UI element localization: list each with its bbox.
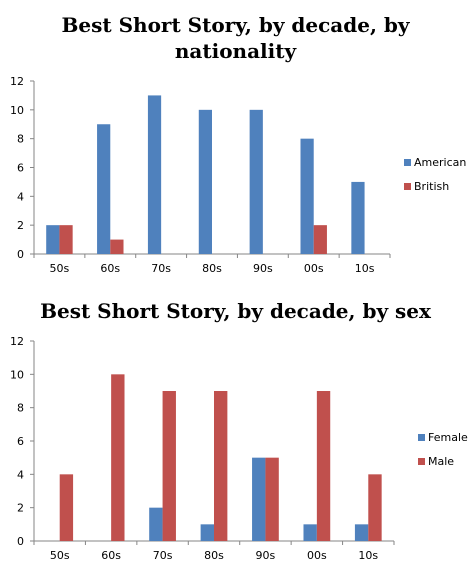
bar-male [111, 374, 125, 541]
x-tick-label: 80s [202, 262, 222, 275]
y-tick-label: 2 [17, 502, 24, 515]
legend-swatch [418, 434, 425, 441]
y-tick-label: 10 [10, 104, 24, 117]
y-tick-label: 12 [10, 75, 24, 88]
bar-male [162, 391, 176, 541]
legend-swatch [418, 458, 425, 465]
y-tick-label: 6 [17, 435, 24, 448]
x-tick-label: 10s [358, 549, 378, 562]
x-tick-label: 80s [204, 549, 224, 562]
x-tick-label: 70s [151, 262, 171, 275]
bar-female [252, 457, 266, 541]
bar-male [214, 391, 228, 541]
legend-label: Male [428, 455, 454, 468]
bar-male [59, 474, 74, 541]
y-tick-label: 10 [10, 368, 24, 381]
bar-british [110, 239, 124, 254]
legend-label: American [414, 156, 466, 169]
y-tick-label: 4 [17, 468, 24, 481]
sex-chart: Best Short Story, by decade, by sex 0 2 4 6… [0, 288, 471, 572]
bar-female [303, 524, 317, 541]
legend-label: Female [428, 431, 468, 444]
x-tick-label: 00s [307, 549, 327, 562]
x-tick-label: 90s [253, 262, 273, 275]
y-tick-label: 6 [17, 162, 24, 175]
nationality-chart: Best Short Story, by decade, by national… [10, 13, 466, 275]
bar-british [59, 225, 73, 254]
y-tick-label: 2 [17, 219, 24, 232]
y-tick-label: 4 [17, 190, 24, 203]
chart-title: Best Short Story, by decade, by national… [61, 13, 410, 63]
bar-american [147, 95, 162, 255]
bar-american [300, 138, 314, 254]
x-tick-label: 00s [304, 262, 324, 275]
bar-female [149, 507, 163, 541]
bar-american [46, 225, 60, 254]
x-tick-label: 10s [355, 262, 375, 275]
bar-male [316, 391, 331, 541]
legend-swatch [404, 183, 411, 190]
sex-bar-chart: 0 2 4 6 8 10 12 50s 60s 70s 80s 90s 00s 10s Female Male [10, 335, 468, 562]
legend-label: British [414, 180, 449, 193]
nationality-bar-chart: 0 2 4 6 8 10 12 50s 60s 70s 80s 90s 00s 10s American Br… [10, 75, 466, 275]
bar-male [265, 457, 279, 541]
bar-male [368, 474, 382, 541]
y-tick-label: 0 [17, 535, 24, 548]
bar-female [200, 524, 214, 541]
bar-american [198, 109, 212, 254]
y-tick-label: 12 [10, 335, 24, 348]
y-tick-label: 8 [17, 402, 24, 415]
y-tick-label: 0 [17, 248, 24, 261]
chart-title: Best Short Story, by decade, by sex [40, 299, 431, 323]
x-tick-label: 50s [50, 262, 70, 275]
y-tick-label: 8 [17, 133, 24, 146]
x-tick-label: 60s [101, 549, 121, 562]
bar-female [354, 524, 369, 541]
x-tick-label: 70s [153, 549, 173, 562]
x-tick-label: 60s [100, 262, 120, 275]
bar-american [97, 124, 111, 254]
legend-swatch [404, 159, 411, 166]
bar-american [351, 181, 365, 254]
bar-american [249, 109, 263, 254]
x-tick-label: 90s [256, 549, 276, 562]
x-tick-label: 50s [50, 549, 70, 562]
bar-british [313, 225, 327, 254]
